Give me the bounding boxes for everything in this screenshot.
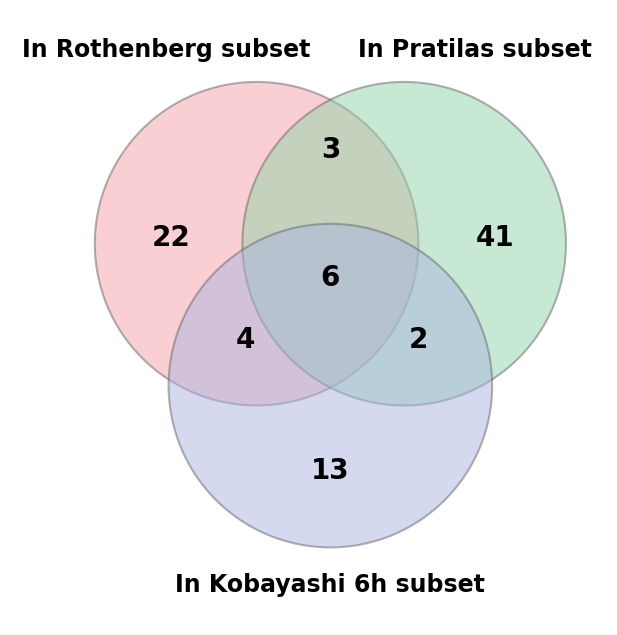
Text: 41: 41: [476, 224, 515, 252]
Circle shape: [168, 224, 492, 547]
Text: 13: 13: [311, 457, 350, 485]
Text: 6: 6: [321, 264, 340, 291]
Text: 4: 4: [236, 326, 255, 354]
Circle shape: [242, 82, 566, 406]
Circle shape: [95, 82, 418, 406]
Text: 22: 22: [152, 224, 191, 252]
Text: In Kobayashi 6h subset: In Kobayashi 6h subset: [175, 573, 486, 598]
Text: In Rothenberg subset: In Rothenberg subset: [22, 37, 310, 62]
Text: In Pratilas subset: In Pratilas subset: [358, 37, 592, 62]
Text: 2: 2: [408, 326, 428, 354]
Text: 3: 3: [321, 136, 340, 164]
